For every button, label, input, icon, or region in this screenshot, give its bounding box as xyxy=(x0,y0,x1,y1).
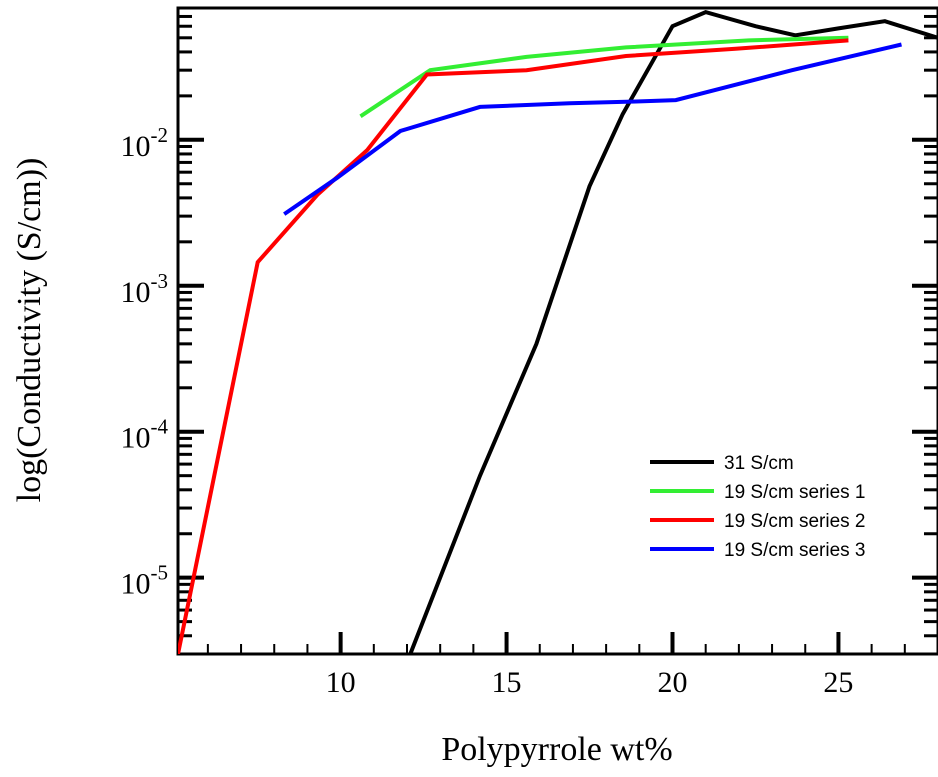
x-axis-label: Polypyrrole wt% xyxy=(441,731,672,768)
legend-label-4: 19 S/cm series 3 xyxy=(724,540,866,561)
legend-label-3: 19 S/cm series 2 xyxy=(724,511,866,532)
x-tick-label: 15 xyxy=(492,666,522,699)
legend-label-2: 19 S/cm series 1 xyxy=(724,482,866,503)
y-axis-label: log(Conductivity (S/cm)) xyxy=(11,158,48,503)
x-tick-label: 10 xyxy=(326,666,356,699)
y-tick-label: 10-3 xyxy=(121,269,169,309)
series-line-1 xyxy=(408,9,938,654)
x-tick-label: 25 xyxy=(823,666,853,699)
series-line-2 xyxy=(359,35,849,118)
series-line-4 xyxy=(283,42,902,216)
series-line-3 xyxy=(178,38,849,654)
y-tick-label: 10-2 xyxy=(121,123,169,163)
series-lines xyxy=(178,9,938,654)
legend-label-1: 31 S/cm xyxy=(724,453,794,474)
legend: 31 S/cm 19 S/cm series 1 19 S/cm series 2 1… xyxy=(650,453,866,561)
x-tick-label: 20 xyxy=(657,666,687,699)
axes: 10 15 20 25 10-5 10-4 10-3 10-2 xyxy=(121,6,938,699)
y-tick-label: 10-4 xyxy=(121,415,169,455)
y-tick-label: 10-5 xyxy=(121,561,169,601)
